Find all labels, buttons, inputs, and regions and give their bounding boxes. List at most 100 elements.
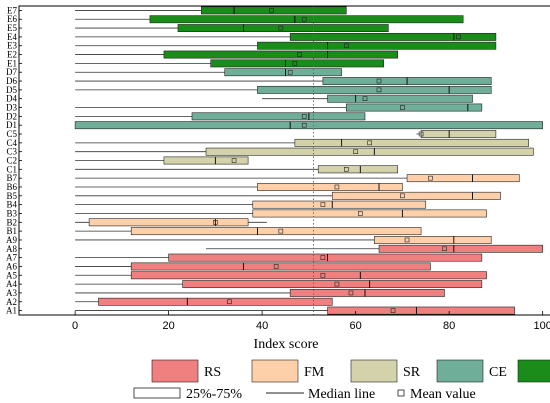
legend-label-rs: RS — [204, 365, 221, 380]
mean-marker — [320, 202, 326, 207]
legend-iqr-label: 25%-75% — [186, 387, 242, 402]
box-row-d4 — [262, 94, 473, 103]
mean-marker — [400, 105, 405, 110]
box-row-b5 — [75, 191, 501, 200]
box-row-a4 — [75, 280, 483, 289]
box-row-a3 — [75, 289, 445, 297]
mean-marker — [390, 308, 396, 313]
y-tick-label: A6 — [6, 261, 17, 271]
y-tick-label: B4 — [6, 200, 17, 210]
box-row-b2 — [75, 218, 267, 227]
mean-marker — [320, 255, 326, 260]
iqr-box — [130, 227, 422, 236]
mean-marker — [213, 220, 218, 225]
box-row-e4 — [75, 32, 497, 41]
y-tick-label: A2 — [6, 297, 17, 307]
box-row-c3 — [75, 147, 534, 156]
box-row-b4 — [75, 200, 427, 209]
iqr-box — [406, 174, 520, 183]
iqr-box — [257, 85, 492, 94]
box-row-d7 — [75, 68, 342, 77]
y-tick-label: A5 — [6, 270, 17, 280]
y-tick-label: C1 — [6, 164, 17, 174]
y-tick-label: A9 — [6, 235, 17, 245]
legend-swatch-fm — [251, 359, 299, 383]
y-tick-label: D7 — [6, 67, 17, 77]
iqr-box — [420, 130, 497, 138]
mean-marker — [456, 34, 461, 40]
iqr-box — [289, 32, 497, 41]
mean-marker — [301, 122, 307, 128]
y-tick-label: A3 — [6, 288, 17, 298]
legend-label-fm: FM — [304, 365, 325, 380]
mean-marker — [292, 61, 298, 66]
iqr-box — [294, 138, 529, 147]
box-row-c1 — [75, 165, 399, 174]
iqr-box — [149, 15, 464, 24]
iqr-box — [331, 191, 501, 200]
y-tick-label: A8 — [6, 244, 17, 254]
iqr-box — [177, 24, 389, 32]
y-tick-label: C3 — [6, 147, 17, 157]
box-row-e2 — [75, 50, 399, 59]
y-tick-label: D1 — [6, 120, 17, 130]
mean-marker — [278, 228, 284, 234]
box-row-b6 — [75, 183, 403, 191]
iqr-box — [327, 306, 515, 315]
mean-marker — [343, 167, 349, 172]
mean-marker — [358, 211, 363, 216]
iqr-box — [130, 271, 487, 280]
mean-marker — [269, 8, 274, 13]
box-row-c2 — [75, 156, 249, 165]
y-tick-label: B3 — [6, 208, 17, 218]
iqr-box — [345, 103, 483, 112]
x-tick-label: 60 — [350, 320, 362, 332]
mean-marker — [301, 16, 307, 22]
mean-marker — [376, 87, 382, 93]
iqr-box — [130, 262, 431, 271]
iqr-box — [182, 280, 483, 289]
mean-marker — [418, 131, 424, 137]
box-row-e6 — [75, 15, 464, 24]
mean-marker — [367, 140, 372, 146]
mean-marker — [227, 299, 232, 305]
mean-marker — [362, 96, 368, 101]
legend-label-ce: CE — [489, 365, 507, 380]
x-tick-label: 20 — [162, 320, 174, 332]
iqr-box — [327, 94, 473, 103]
iqr-box — [289, 289, 445, 297]
iqr-box — [98, 297, 333, 306]
y-tick-label: B1 — [6, 226, 17, 236]
box-row-e5 — [75, 24, 389, 32]
box-row-e3 — [75, 41, 497, 50]
iqr-box — [257, 183, 403, 191]
iqr-box — [205, 147, 534, 156]
box-row-c5 — [416, 130, 497, 138]
mean-marker — [348, 290, 354, 296]
box-row-d2 — [75, 112, 366, 121]
box-row-e7 — [75, 6, 347, 15]
legend-iqr-box — [133, 387, 181, 399]
box-row-d3 — [75, 103, 483, 112]
y-tick-label: E6 — [7, 14, 17, 24]
iqr-box — [210, 59, 384, 68]
y-tick-label: D3 — [6, 103, 17, 113]
iqr-box — [224, 68, 342, 77]
x-tick-label: 80 — [443, 320, 455, 332]
iqr-box — [252, 200, 427, 209]
plot-area — [74, 6, 543, 315]
box-row-a8 — [206, 244, 543, 253]
mean-marker — [334, 281, 340, 287]
iqr-box — [201, 6, 347, 15]
iqr-box — [163, 156, 249, 165]
box-row-c4 — [75, 138, 529, 147]
box-row-d1 — [74, 121, 543, 130]
mean-marker — [400, 193, 405, 199]
legend-swatch-lcd — [517, 359, 550, 383]
legend-swatch-sr — [350, 359, 398, 383]
box-row-a1 — [75, 306, 515, 315]
mean-marker — [287, 69, 293, 75]
x-tick-label: 100 — [533, 320, 550, 332]
